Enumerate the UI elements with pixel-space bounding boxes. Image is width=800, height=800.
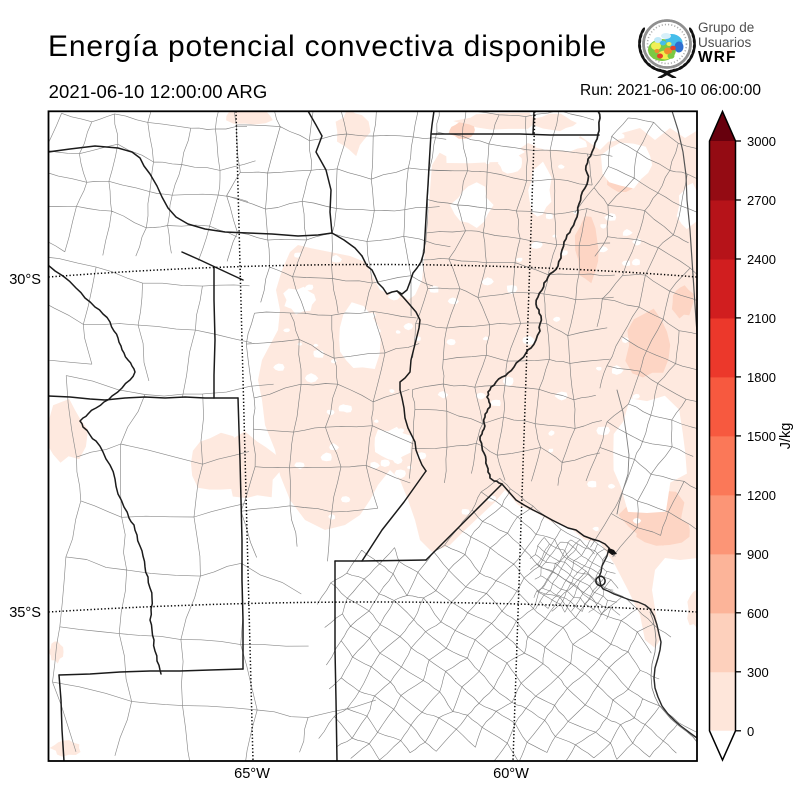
svg-text:J/kg: J/kg — [778, 423, 794, 450]
